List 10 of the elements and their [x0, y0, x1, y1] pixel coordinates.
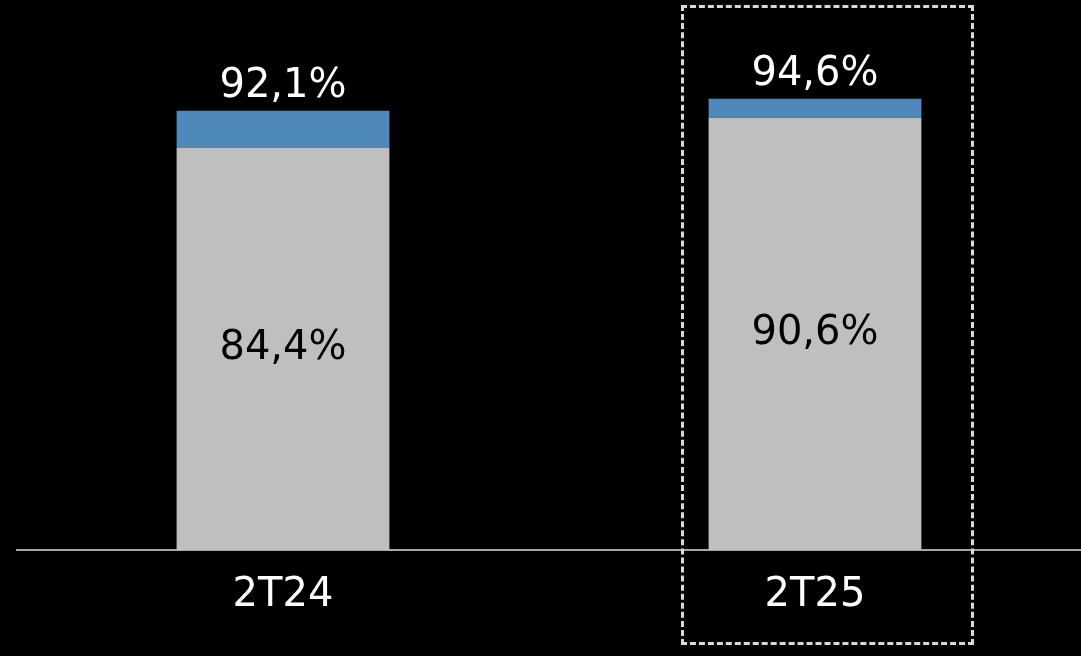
- x-tick-label: 2T24: [232, 569, 334, 616]
- total-label: 92,1%: [219, 60, 347, 107]
- bar: [708, 98, 922, 118]
- total-label: 94,6%: [751, 48, 879, 95]
- bar: [176, 110, 390, 148]
- data-label: 84,4%: [219, 322, 347, 369]
- data-label: 90,6%: [751, 307, 879, 354]
- x-tick-label: 2T25: [764, 569, 866, 616]
- bar: [176, 147, 390, 550]
- bar: [708, 117, 922, 550]
